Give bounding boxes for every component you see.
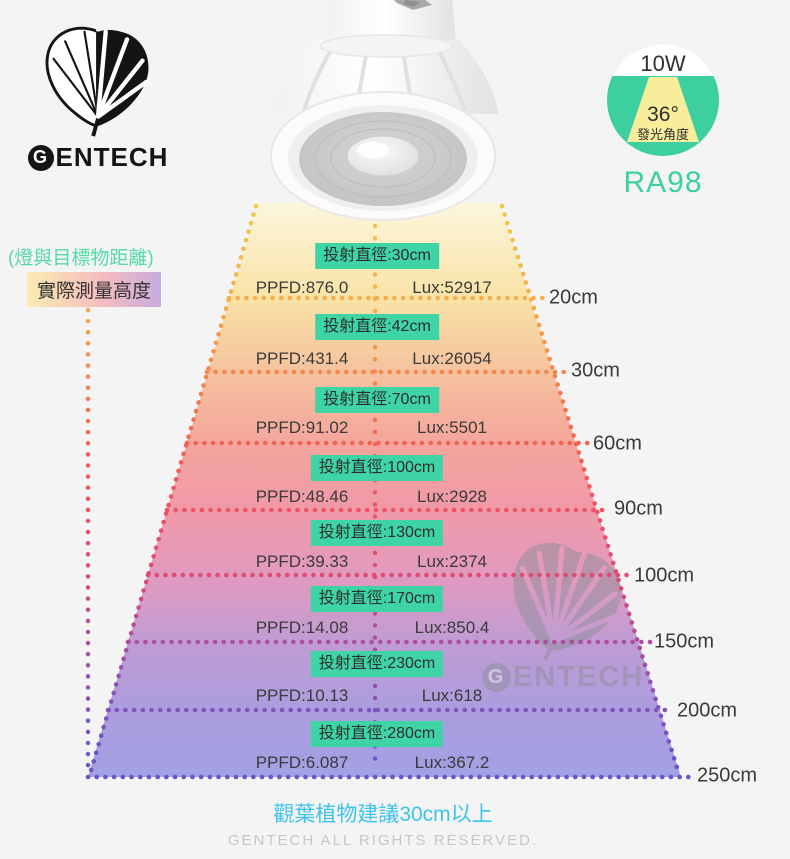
badge-wattage: 10W (640, 51, 685, 76)
recommendation-text: 觀葉植物建議30cm以上 (273, 803, 493, 826)
watermark-logo-g: G (482, 663, 511, 692)
ppfd-value: PPFD:48.46 (255, 487, 349, 506)
distance-note-label: (燈與目標物距離) (8, 248, 154, 269)
ppfd-value: PPFD:876.0 (255, 278, 349, 297)
height-label-250cm: 250cm (697, 764, 758, 787)
watermark-leaf-icon (487, 526, 640, 679)
lux-value: Lux:2374 (417, 552, 487, 571)
lux-value: Lux:52917 (412, 278, 492, 297)
lux-value: Lux:850.4 (414, 618, 490, 637)
beam-angle-badge-icon: 10W 36° 發光角度 (607, 43, 719, 156)
height-label-150cm: 150cm (654, 630, 715, 653)
monstera-leaf-icon (45, 26, 149, 137)
lux-value: Lux:618 (421, 686, 483, 705)
brand-wordmark: G ENTECH (18, 142, 178, 173)
measured-height-label: 實際測量高度 (27, 272, 162, 307)
diameter-chip-20cm: 投射直徑:30cm (315, 243, 439, 269)
led-spotlight-image (270, 0, 498, 221)
lux-value: Lux:367.2 (414, 753, 490, 772)
diameter-chip-30cm: 投射直徑:42cm (315, 314, 439, 340)
brand-logo: G ENTECH (18, 20, 178, 173)
height-label-90cm: 90cm (614, 497, 663, 520)
ppfd-value: PPFD:14.08 (255, 618, 349, 637)
diameter-chip-150cm: 投射直徑:170cm (310, 586, 444, 612)
height-label-200cm: 200cm (677, 699, 738, 722)
diameter-chip-200cm: 投射直徑:230cm (310, 651, 444, 677)
lux-value: Lux:26054 (412, 349, 492, 368)
lux-value: Lux:2928 (417, 487, 487, 506)
ppfd-value: PPFD:6.087 (255, 753, 349, 772)
diameter-chip-250cm: 投射直徑:280cm (310, 721, 444, 747)
cone-left-edge-dotted-line (87, 203, 259, 777)
height-label-100cm: 100cm (634, 564, 695, 587)
lux-value: Lux:5501 (417, 418, 487, 437)
bulb-neck (326, 0, 456, 44)
badge-angle-label: 發光角度 (637, 127, 689, 142)
height-label-60cm: 60cm (593, 432, 642, 455)
brand-logo-g: G (27, 144, 54, 171)
brand-logo-rest: ENTECH (55, 142, 169, 172)
ppfd-value: PPFD:39.33 (255, 552, 349, 571)
diameter-chip-90cm: 投射直徑:100cm (310, 455, 444, 481)
beam-cone-shape (627, 77, 699, 142)
diameter-chip-60cm: 投射直徑:70cm (315, 387, 439, 413)
ppfd-value: PPFD:10.13 (255, 686, 349, 705)
height-label-20cm: 20cm (549, 286, 598, 309)
ppfd-value: PPFD:431.4 (255, 349, 349, 368)
ppfd-value: PPFD:91.02 (255, 418, 349, 437)
cone-right-edge-dotted-line (499, 203, 682, 777)
spec-badge: 10W 36° 發光角度 RA98 (605, 42, 721, 200)
badge-cri: RA98 (623, 166, 703, 199)
badge-angle: 36° (647, 103, 679, 126)
watermark: G ENTECH (482, 526, 672, 694)
copyright-text: GENTECH ALL RIGHTS RESERVED. (227, 832, 539, 849)
diameter-chip-100cm: 投射直徑:130cm (310, 520, 444, 546)
height-label-30cm: 30cm (571, 359, 620, 382)
